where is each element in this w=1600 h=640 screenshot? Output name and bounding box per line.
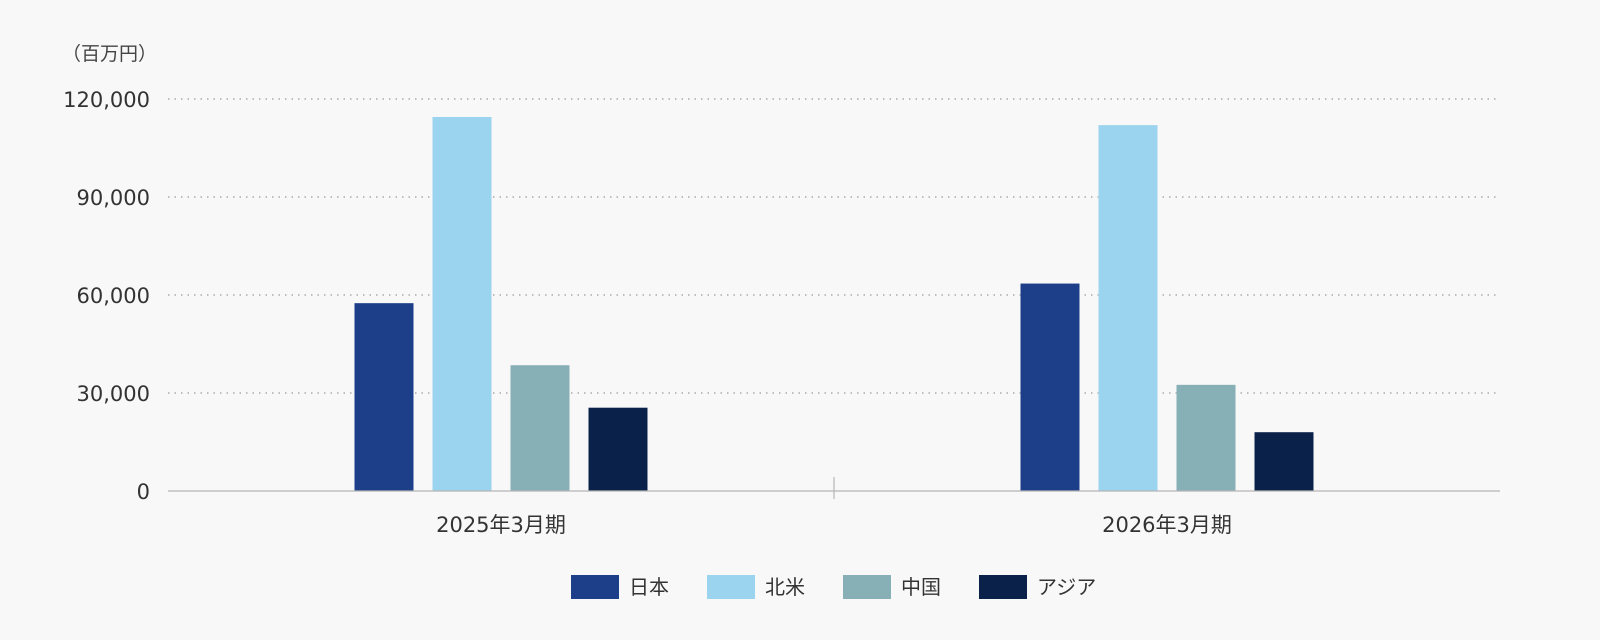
y-tick-label: 120,000 xyxy=(63,88,150,112)
legend-label: アジア xyxy=(1037,575,1096,599)
y-tick-label: 60,000 xyxy=(77,284,150,308)
bar xyxy=(1098,125,1158,491)
bar xyxy=(432,116,492,491)
y-tick-label: 30,000 xyxy=(77,382,150,406)
bar xyxy=(354,303,414,491)
legend-label: 日本 xyxy=(629,575,669,599)
y-axis-ticks: 0 30,000 60,000 90,000 120,000 xyxy=(63,88,150,504)
bar xyxy=(510,365,570,491)
legend-swatch xyxy=(571,575,619,599)
bars xyxy=(354,116,1314,491)
bar xyxy=(588,407,648,491)
legend-swatch xyxy=(707,575,755,599)
x-axis-ticks: 2025年3月期 2026年3月期 xyxy=(436,513,1232,537)
legend-label: 北米 xyxy=(765,575,805,599)
legend: 日本 北米 中国 アジア xyxy=(571,575,1096,599)
legend-swatch xyxy=(979,575,1027,599)
legend-swatch xyxy=(843,575,891,599)
y-tick-label: 90,000 xyxy=(77,186,150,210)
bar xyxy=(1254,432,1314,491)
bar xyxy=(1176,384,1236,491)
x-axis xyxy=(168,477,1500,499)
legend-label: 中国 xyxy=(901,575,941,599)
x-tick-label: 2025年3月期 xyxy=(436,513,566,537)
y-tick-label: 0 xyxy=(137,480,150,504)
x-tick-label: 2026年3月期 xyxy=(1102,513,1232,537)
bar xyxy=(1020,283,1080,491)
y-axis-unit-label: （百万円） xyxy=(62,43,157,65)
